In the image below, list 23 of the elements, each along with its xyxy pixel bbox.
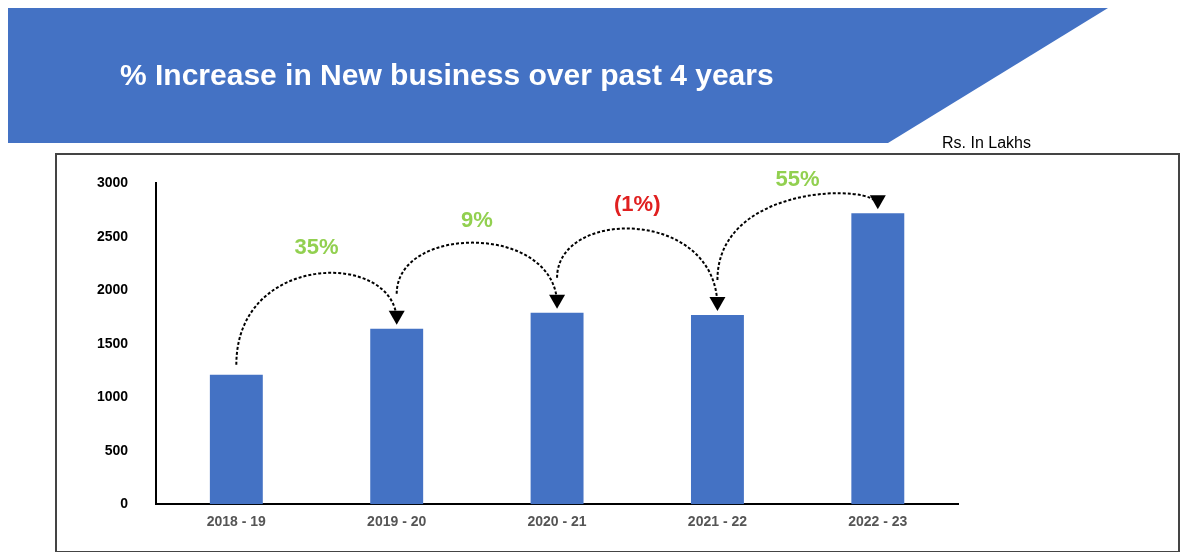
y-tick-label: 1500 (96, 334, 129, 351)
annotation: 35% (294, 233, 339, 259)
y-tick-label: 3000 (96, 174, 129, 191)
x-tick-label: 2020 - 21 (527, 513, 587, 530)
y-tick-label: 0 (120, 495, 129, 512)
annotation: 55% (775, 166, 820, 192)
y-tick-label: 1000 (96, 388, 129, 405)
x-tick-label: 2021 - 22 (687, 513, 748, 530)
y-tick-label: 2000 (96, 281, 129, 298)
bar (530, 312, 584, 505)
x-tick-label: 2022 - 23 (848, 513, 908, 530)
annotation: (1%) (614, 190, 661, 216)
bar (690, 314, 744, 505)
y-tick-label: 2500 (96, 227, 129, 244)
annotation: 9% (460, 206, 493, 232)
bar (209, 374, 263, 505)
x-tick-label: 2018 - 19 (206, 513, 267, 530)
text: Rs. In Lakhs (942, 134, 1031, 152)
chart-title: % Increase in New business over past 4 years (120, 58, 774, 92)
y-tick-label: 500 (104, 441, 129, 458)
bar (370, 328, 424, 505)
x-tick-label: 2019 - 20 (367, 513, 427, 530)
bar (851, 213, 905, 505)
